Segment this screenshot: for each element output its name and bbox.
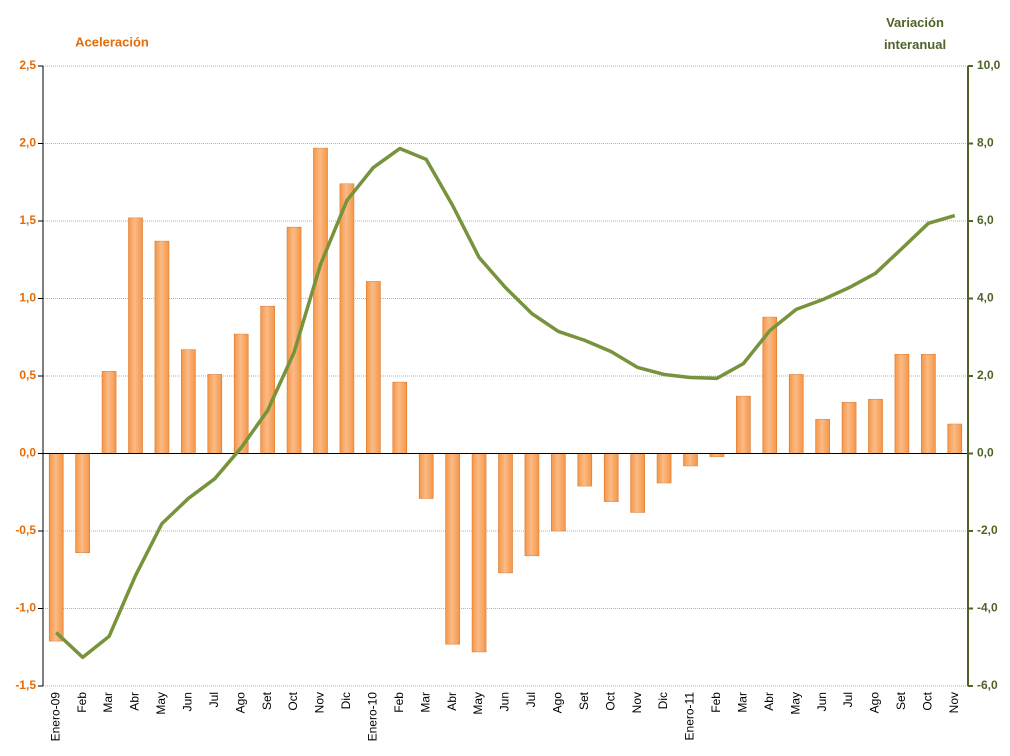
- y2-tick-label: 2,0: [977, 368, 994, 382]
- y2-tick-label: 8,0: [977, 136, 994, 150]
- bar-shine: [472, 453, 487, 652]
- x-tick-label: Abr: [128, 692, 142, 711]
- x-tick-label: Abr: [445, 692, 459, 711]
- y-tick-label: 0,5: [19, 368, 36, 382]
- bar-shine: [789, 374, 804, 454]
- bar-shine: [181, 349, 196, 454]
- y2-axis-title: Variación interanual: [883, 15, 947, 52]
- bar-shine: [894, 354, 909, 454]
- x-tick-label: Oct: [603, 691, 617, 710]
- x-tick-label: Enero-09: [48, 692, 62, 742]
- bar-shine: [921, 354, 936, 454]
- bar-shine: [392, 382, 407, 454]
- x-tick-label: Set: [894, 691, 908, 710]
- x-tick-label: Oct: [921, 691, 935, 710]
- y-tick-label: 2,5: [19, 58, 36, 72]
- bar-shine: [154, 241, 169, 454]
- bar-shine: [366, 281, 381, 454]
- x-tick-label: Dic: [656, 692, 670, 709]
- y2-tick-label: 10,0: [977, 58, 1001, 72]
- bar-shine: [75, 453, 90, 553]
- y-tick-label: 0,0: [19, 446, 36, 460]
- bar-shine: [577, 453, 592, 487]
- bar-shine: [339, 183, 354, 454]
- bar-shine: [604, 453, 619, 502]
- bar-shine: [49, 453, 64, 642]
- y-tick-label: 1,5: [19, 213, 36, 227]
- y2-tick-label: -6,0: [977, 678, 998, 692]
- bar-shine: [287, 227, 302, 454]
- bar-shine: [419, 453, 434, 499]
- bar-shine: [128, 217, 143, 454]
- bar-shine: [551, 453, 566, 531]
- x-tick-label: Feb: [392, 692, 406, 713]
- bar-shine: [683, 453, 698, 466]
- x-tick-label: Set: [577, 691, 591, 710]
- bar-shine: [630, 453, 645, 513]
- x-tick-label: Jul: [207, 692, 221, 707]
- x-tick-label: Enero-10: [366, 692, 380, 742]
- x-tick-label: Ago: [551, 692, 565, 714]
- x-tick-label: Nov: [630, 692, 644, 713]
- bar-shine: [736, 396, 751, 454]
- bar-shine: [842, 402, 857, 454]
- x-tick-label: May: [471, 692, 485, 715]
- x-tick-label: Nov: [313, 692, 327, 713]
- x-tick-label: Jun: [815, 692, 829, 711]
- x-tick-label: Jun: [498, 692, 512, 711]
- y-tick-label: -0,5: [15, 523, 36, 537]
- bar-shine: [102, 371, 117, 454]
- x-tick-label: Feb: [709, 692, 723, 713]
- x-tick-label: May: [788, 692, 802, 715]
- x-tick-label: Jun: [181, 692, 195, 711]
- bar-shine: [498, 453, 513, 573]
- x-tick-label: Enero-11: [683, 692, 697, 741]
- x-tick-label: Jul: [841, 692, 855, 707]
- bar-shine: [207, 374, 222, 454]
- x-tick-label: Mar: [101, 692, 115, 713]
- bar-shine: [762, 317, 777, 454]
- y2-tick-label: 4,0: [977, 291, 994, 305]
- line: [55, 146, 956, 660]
- bar-shine: [260, 306, 275, 454]
- y2-tick-label: -2,0: [977, 523, 998, 537]
- x-tick-label: Nov: [947, 692, 961, 713]
- y-axis-title: Aceleración: [75, 34, 149, 49]
- x-tick-label: Dic: [339, 692, 353, 709]
- bar-shine: [524, 453, 539, 556]
- x-tick-label: Mar: [736, 692, 750, 713]
- y-tick-label: -1,0: [15, 601, 36, 615]
- y2-tick-label: 6,0: [977, 213, 994, 227]
- x-tick-label: Oct: [286, 691, 300, 710]
- x-tick-label: Ago: [233, 692, 247, 714]
- y-tick-label: 2,0: [19, 136, 36, 150]
- y2-tick-label: -4,0: [977, 601, 998, 615]
- x-tick-label: Abr: [762, 692, 776, 711]
- bar-shine: [947, 424, 962, 454]
- bar-shine: [234, 334, 249, 454]
- x-tick-label: May: [154, 692, 168, 715]
- x-tick-label: Jul: [524, 692, 538, 707]
- x-tick-label: Ago: [868, 692, 882, 714]
- y-tick-label: 1,0: [19, 291, 36, 305]
- y-tick-label: -1,5: [15, 678, 36, 692]
- x-tick-label: Mar: [418, 692, 432, 713]
- bar-shine: [868, 399, 883, 454]
- bar-shine: [815, 419, 830, 454]
- x-tick-label: Feb: [75, 692, 89, 713]
- x-tick-label: Set: [260, 691, 274, 710]
- bar-shine: [657, 453, 672, 483]
- y2-tick-label: 0,0: [977, 446, 994, 460]
- bar-shine: [445, 453, 460, 645]
- bar-shine: [709, 453, 724, 457]
- bar-shine: [313, 148, 328, 454]
